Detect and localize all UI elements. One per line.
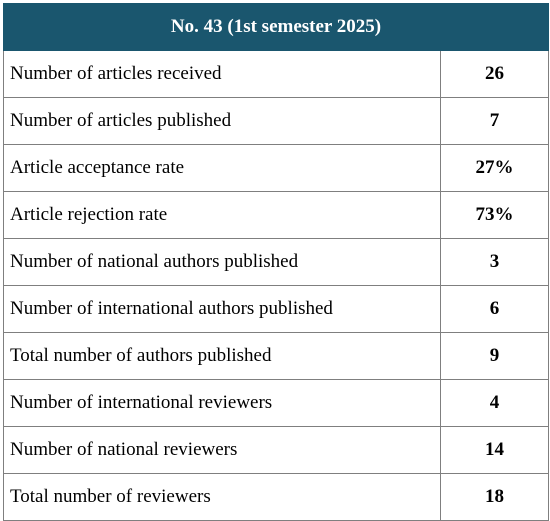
row-value-national-authors: 3 (440, 238, 549, 286)
row-label-articles-received: Number of articles received (3, 50, 441, 98)
table-row: Number of national reviewers 14 (3, 426, 549, 474)
row-value-total-reviewers: 18 (440, 473, 549, 521)
row-label-international-reviewers: Number of international reviewers (3, 379, 441, 427)
row-value-acceptance-rate: 27% (440, 144, 549, 192)
table-row: Total number of reviewers 18 (3, 473, 549, 521)
row-label-total-reviewers: Total number of reviewers (3, 473, 441, 521)
row-label-national-reviewers: Number of national reviewers (3, 426, 441, 474)
table-header-row: No. 43 (1st semester 2025) (3, 3, 549, 51)
row-value-national-reviewers: 14 (440, 426, 549, 474)
table-row: Number of national authors published 3 (3, 238, 549, 286)
row-value-international-reviewers: 4 (440, 379, 549, 427)
table-row: Article rejection rate 73% (3, 191, 549, 239)
row-value-articles-published: 7 (440, 97, 549, 145)
row-label-national-authors: Number of national authors published (3, 238, 441, 286)
row-label-rejection-rate: Article rejection rate (3, 191, 441, 239)
row-label-acceptance-rate: Article acceptance rate (3, 144, 441, 192)
row-value-international-authors: 6 (440, 285, 549, 333)
row-value-total-authors: 9 (440, 332, 549, 380)
table-row: Total number of authors published 9 (3, 332, 549, 380)
row-value-articles-received: 26 (440, 50, 549, 98)
table-row: Article acceptance rate 27% (3, 144, 549, 192)
table-row: Number of articles received 26 (3, 50, 549, 98)
table-row: Number of articles published 7 (3, 97, 549, 145)
row-label-total-authors: Total number of authors published (3, 332, 441, 380)
table-title: No. 43 (1st semester 2025) (3, 3, 549, 51)
row-label-international-authors: Number of international authors publishe… (3, 285, 441, 333)
statistics-table: No. 43 (1st semester 2025) Number of art… (3, 3, 549, 521)
table-row: Number of international authors publishe… (3, 285, 549, 333)
row-label-articles-published: Number of articles published (3, 97, 441, 145)
table-row: Number of international reviewers 4 (3, 379, 549, 427)
row-value-rejection-rate: 73% (440, 191, 549, 239)
